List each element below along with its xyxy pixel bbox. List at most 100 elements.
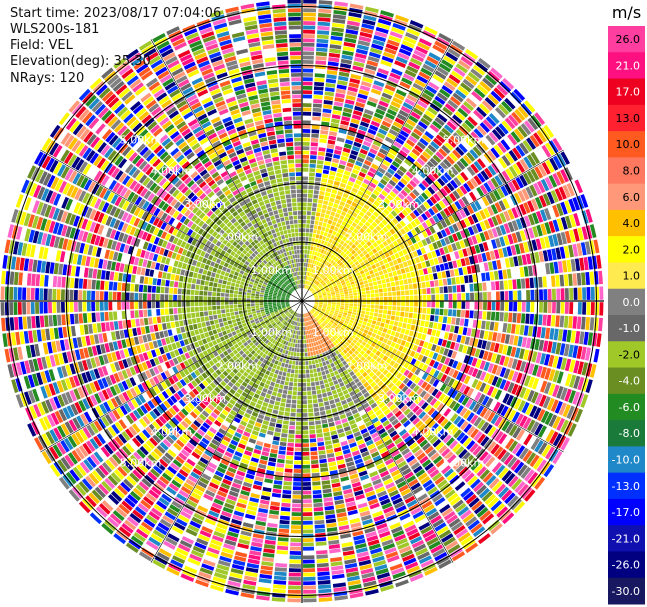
velocity-gate [392, 218, 399, 225]
velocity-gate [383, 186, 391, 194]
velocity-gate [357, 243, 363, 249]
velocity-gate [345, 139, 354, 145]
velocity-gate [317, 262, 322, 267]
velocity-gate [472, 146, 483, 157]
velocity-gate [335, 232, 341, 238]
velocity-gate [323, 255, 328, 260]
velocity-gate [341, 220, 347, 227]
velocity-gate [302, 211, 307, 215]
velocity-gate [395, 137, 405, 146]
velocity-gate [424, 176, 433, 186]
velocity-gate [447, 205, 455, 215]
velocity-gate [342, 247, 348, 253]
velocity-gate [345, 184, 353, 191]
velocity-gate [394, 60, 407, 69]
velocity-gate [344, 255, 350, 261]
velocity-gate [316, 43, 328, 48]
velocity-gate [380, 163, 389, 171]
velocity-gate [418, 224, 425, 232]
velocity-gate [378, 222, 385, 229]
velocity-gate [340, 245, 345, 251]
velocity-gate [308, 276, 311, 281]
velocity-gate [323, 218, 329, 223]
velocity-gate [392, 121, 403, 129]
velocity-gate [333, 180, 341, 186]
velocity-gate [433, 224, 440, 232]
velocity-gate [367, 171, 375, 178]
velocity-gate [327, 247, 332, 253]
velocity-gate [407, 231, 414, 239]
velocity-gate [441, 59, 454, 69]
velocity-gate [476, 125, 487, 136]
velocity-gate [319, 258, 324, 263]
velocity-gate [410, 237, 417, 244]
velocity-gate [373, 174, 382, 182]
velocity-gate [449, 192, 457, 202]
velocity-gate [349, 78, 361, 85]
velocity-gate [386, 132, 396, 140]
velocity-gate [479, 80, 492, 92]
velocity-gate [328, 175, 335, 181]
velocity-gate [429, 157, 439, 167]
velocity-gate [377, 67, 389, 76]
velocity-gate [362, 163, 370, 171]
velocity-gate [303, 267, 306, 271]
velocity-gate [334, 241, 340, 247]
velocity-gate [406, 118, 417, 127]
velocity-gate [317, 225, 322, 231]
velocity-gate [325, 152, 333, 158]
velocity-gate [363, 14, 377, 22]
velocity-gate [389, 235, 396, 242]
velocity-gate [432, 120, 443, 130]
velocity-gate [324, 214, 330, 219]
velocity-gate [325, 272, 329, 277]
velocity-gate [342, 266, 347, 271]
velocity-gate [519, 158, 529, 171]
velocity-gate [309, 159, 317, 164]
velocity-gate [487, 93, 500, 105]
velocity-gate [321, 208, 327, 214]
velocity-gate [458, 143, 468, 154]
velocity-gate [478, 140, 489, 151]
velocity-gate [552, 137, 563, 152]
velocity-gate [344, 232, 350, 238]
velocity-gate [325, 82, 336, 88]
velocity-gate [394, 157, 403, 165]
velocity-gate [339, 277, 344, 282]
velocity-gate [360, 27, 374, 35]
velocity-gate [470, 112, 481, 124]
velocity-gate [466, 151, 476, 162]
velocity-gate [440, 174, 449, 184]
velocity-gate [438, 131, 449, 141]
velocity-gate [359, 186, 366, 193]
velocity-gate [400, 105, 411, 114]
velocity-gate [488, 113, 500, 125]
velocity-gate [367, 128, 377, 136]
velocity-gate [317, 239, 322, 244]
velocity-gate [443, 172, 452, 181]
velocity-gate [524, 120, 535, 133]
velocity-gate [335, 271, 340, 276]
velocity-gate [330, 254, 335, 259]
velocity-gate [314, 220, 319, 225]
velocity-gate [336, 209, 342, 215]
velocity-gate [413, 161, 423, 170]
velocity-gate [322, 222, 327, 228]
velocity-gate [343, 261, 349, 266]
velocity-gate [493, 144, 504, 156]
velocity-gate [462, 154, 472, 165]
velocity-gate [335, 88, 346, 95]
velocity-gate [309, 163, 316, 168]
velocity-gate [401, 126, 412, 135]
velocity-gate [316, 289, 321, 293]
velocity-gate [468, 94, 480, 105]
velocity-gate [343, 170, 351, 176]
velocity-gate [406, 94, 418, 103]
velocity-gate [312, 246, 317, 251]
velocity-gate [411, 164, 420, 173]
velocity-gate [332, 245, 337, 251]
velocity-gate [436, 212, 444, 221]
velocity-gate [378, 167, 386, 175]
velocity-gate [438, 148, 448, 158]
velocity-gate [315, 256, 319, 261]
